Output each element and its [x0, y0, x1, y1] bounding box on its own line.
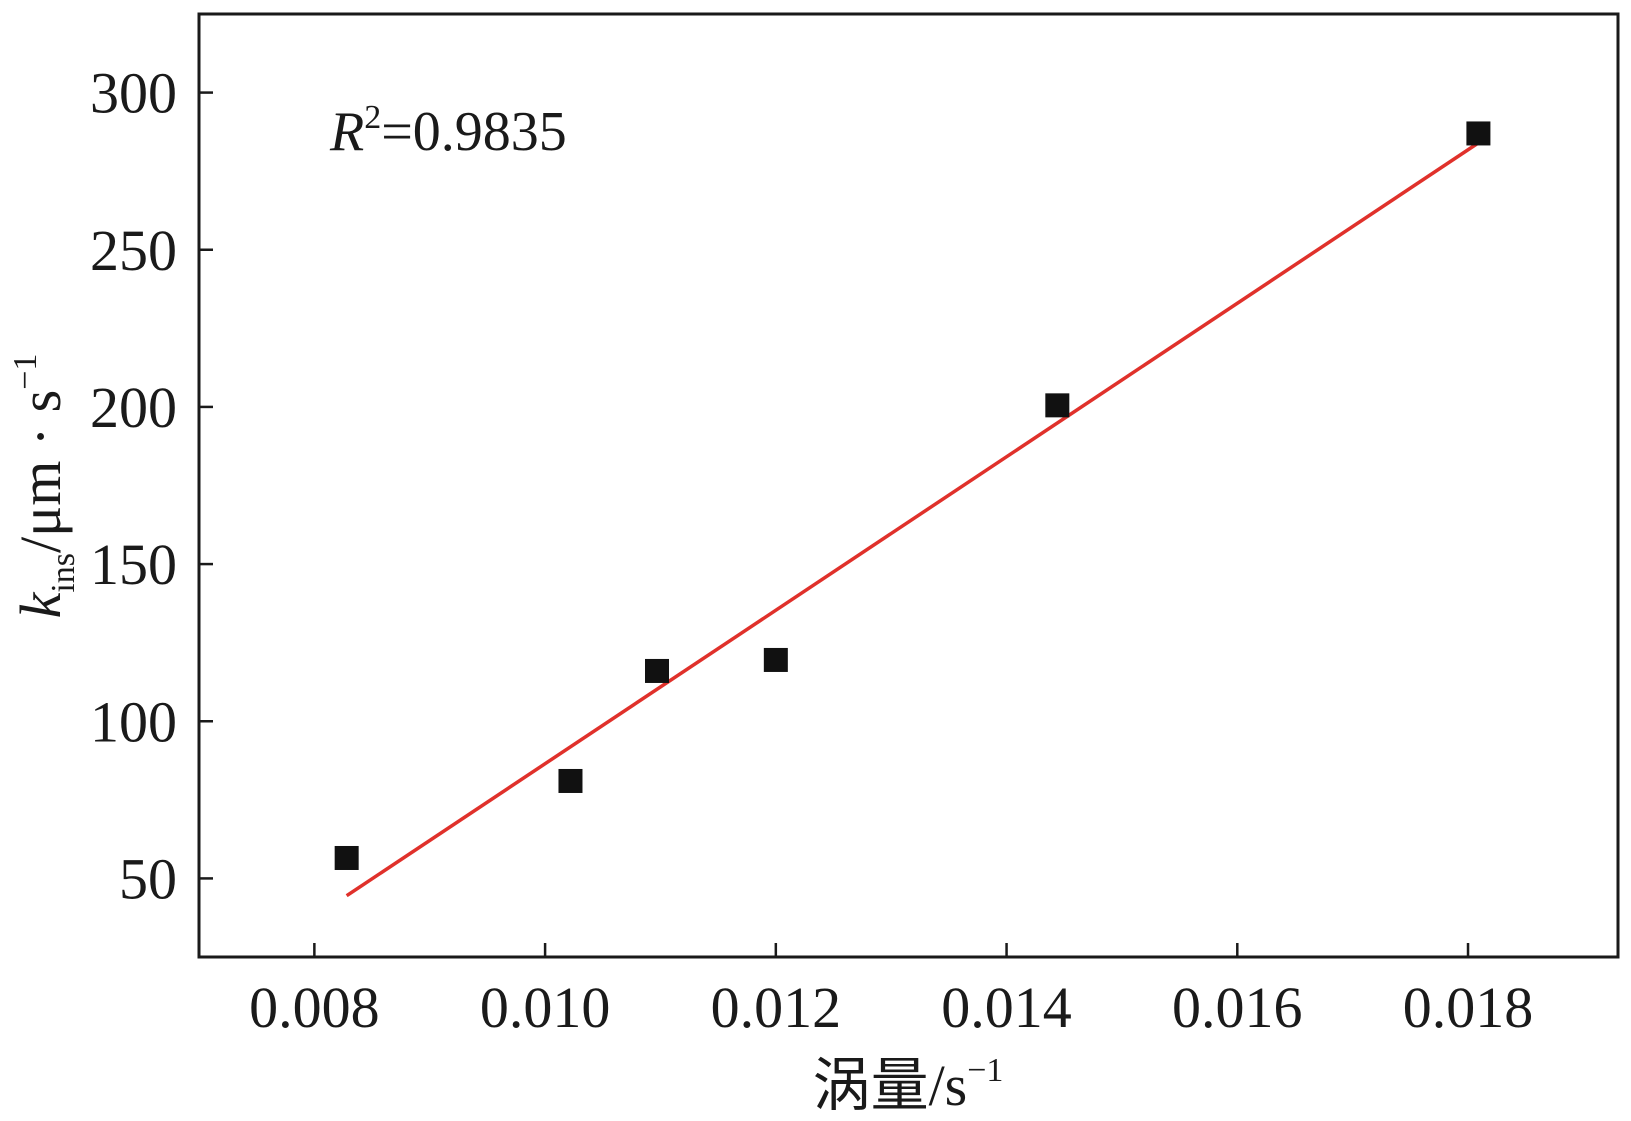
y-axis-title: kins/μm · s−1: [7, 354, 82, 619]
r-superscript: 2: [364, 99, 381, 136]
plot-frame: [197, 12, 1620, 959]
x-axis-ticks: 0.008 0.010 0.012 0.014 0.016 0.018: [249, 943, 1533, 1040]
x-tick-label: 0.018: [1403, 975, 1534, 1040]
r-squared-annotation: R2=0.9835: [329, 99, 567, 163]
y-tick-label: 150: [90, 532, 177, 597]
data-points-layer: [334, 121, 1491, 870]
data-point: [558, 768, 583, 793]
x-tick-label: 0.010: [480, 975, 611, 1040]
y-axis-title-superscript: −1: [7, 354, 44, 390]
x-tick-label: 0.014: [941, 975, 1072, 1040]
fit-line: [345, 141, 1480, 898]
r-symbol: R: [329, 101, 364, 163]
y-tick-label: 300: [90, 61, 177, 126]
y-axis-title-k: k: [8, 591, 73, 618]
x-tick-label: 0.012: [711, 975, 842, 1040]
y-tick-label: 250: [90, 218, 177, 283]
y-axis-title-main: /μm · s: [8, 390, 73, 553]
y-axis-title-subscript: ins: [45, 553, 82, 593]
y-tick-label: 50: [119, 846, 177, 911]
data-point: [334, 845, 359, 870]
x-tick-label: 0.008: [249, 975, 380, 1040]
data-point: [1466, 121, 1491, 146]
data-point: [763, 647, 788, 672]
data-point: [645, 658, 670, 683]
x-axis-title: 涡量/s−1: [813, 1052, 1004, 1118]
x-axis-title-superscript: −1: [967, 1052, 1003, 1089]
x-axis-title-main: 涡量/s: [813, 1053, 968, 1118]
y-tick-label: 100: [90, 689, 177, 754]
y-axis-ticks: 50 100 150 200 250 300: [90, 61, 213, 911]
x-tick-label: 0.016: [1172, 975, 1303, 1040]
r-squared-value: =0.9835: [381, 101, 567, 163]
data-point: [1045, 393, 1070, 418]
y-tick-label: 200: [90, 375, 177, 440]
fit-line-layer: [345, 141, 1480, 898]
